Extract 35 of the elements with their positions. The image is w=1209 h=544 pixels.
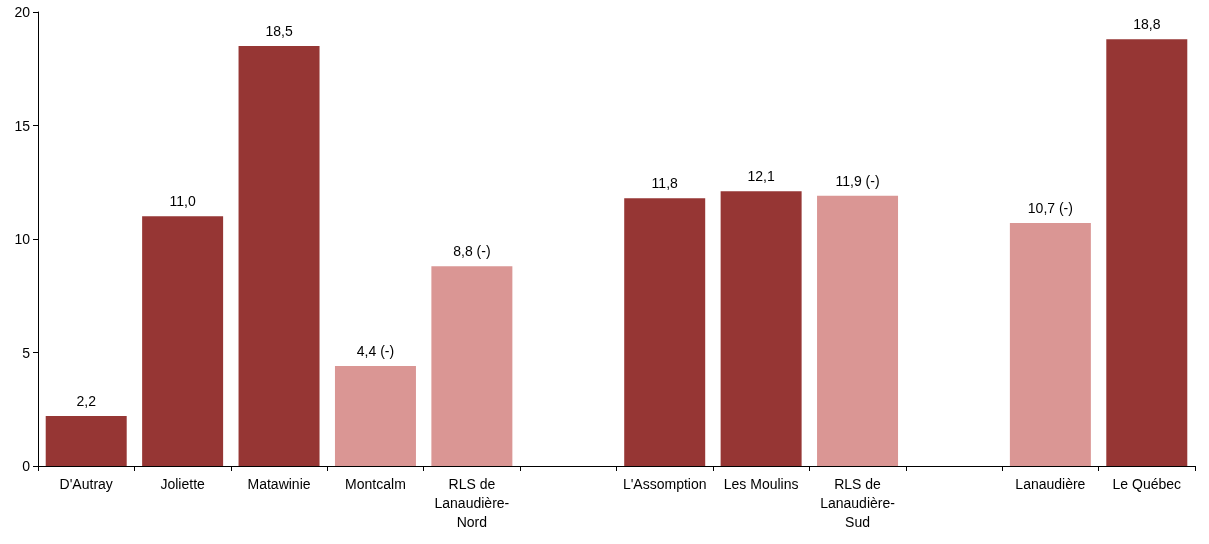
x-tick-label: Montcalm xyxy=(345,475,406,492)
data-label: 10,7 (-) xyxy=(1027,200,1073,217)
y-tick-label: 15 xyxy=(14,117,31,134)
x-tick-label: Joliette xyxy=(160,475,206,492)
x-tick-label: Matawinie xyxy=(247,475,311,492)
x-tick-label: Lanaudière xyxy=(1015,475,1086,492)
x-tick-label: L'Assomption xyxy=(622,475,707,492)
bar xyxy=(431,266,513,466)
data-label: 4,4 (-) xyxy=(356,343,395,360)
x-tick-label: Le Québec xyxy=(1112,475,1182,492)
x-tick-label: D'Autray xyxy=(59,475,113,492)
data-label: 12,1 xyxy=(747,168,775,185)
data-label: 11,8 xyxy=(651,175,679,192)
y-tick-label: 5 xyxy=(22,344,31,361)
bar xyxy=(1009,223,1091,466)
data-label: 2,2 xyxy=(76,393,97,410)
y-tick-label: 10 xyxy=(14,231,31,247)
bar xyxy=(238,46,320,466)
bar xyxy=(1106,39,1188,466)
bar xyxy=(624,198,706,466)
data-label: 18,8 xyxy=(1133,16,1161,33)
data-label: 18,5 xyxy=(265,23,293,40)
bar xyxy=(720,191,802,466)
bar xyxy=(45,416,127,466)
bar xyxy=(817,195,899,466)
x-tick-label: RLS de Lanaudière-Sud xyxy=(820,475,896,530)
y-tick-label: 0 xyxy=(22,458,31,474)
y-tick-label: 20 xyxy=(14,4,31,20)
data-label: 11,0 xyxy=(169,193,196,210)
bar xyxy=(334,366,416,466)
x-tick-label: RLS de Lanaudière-Nord xyxy=(434,475,510,530)
data-label: 8,8 (-) xyxy=(453,243,491,260)
data-label: 11,9 (-) xyxy=(835,172,880,189)
x-tick-label: Les Moulins xyxy=(723,475,799,492)
bar xyxy=(142,216,224,466)
